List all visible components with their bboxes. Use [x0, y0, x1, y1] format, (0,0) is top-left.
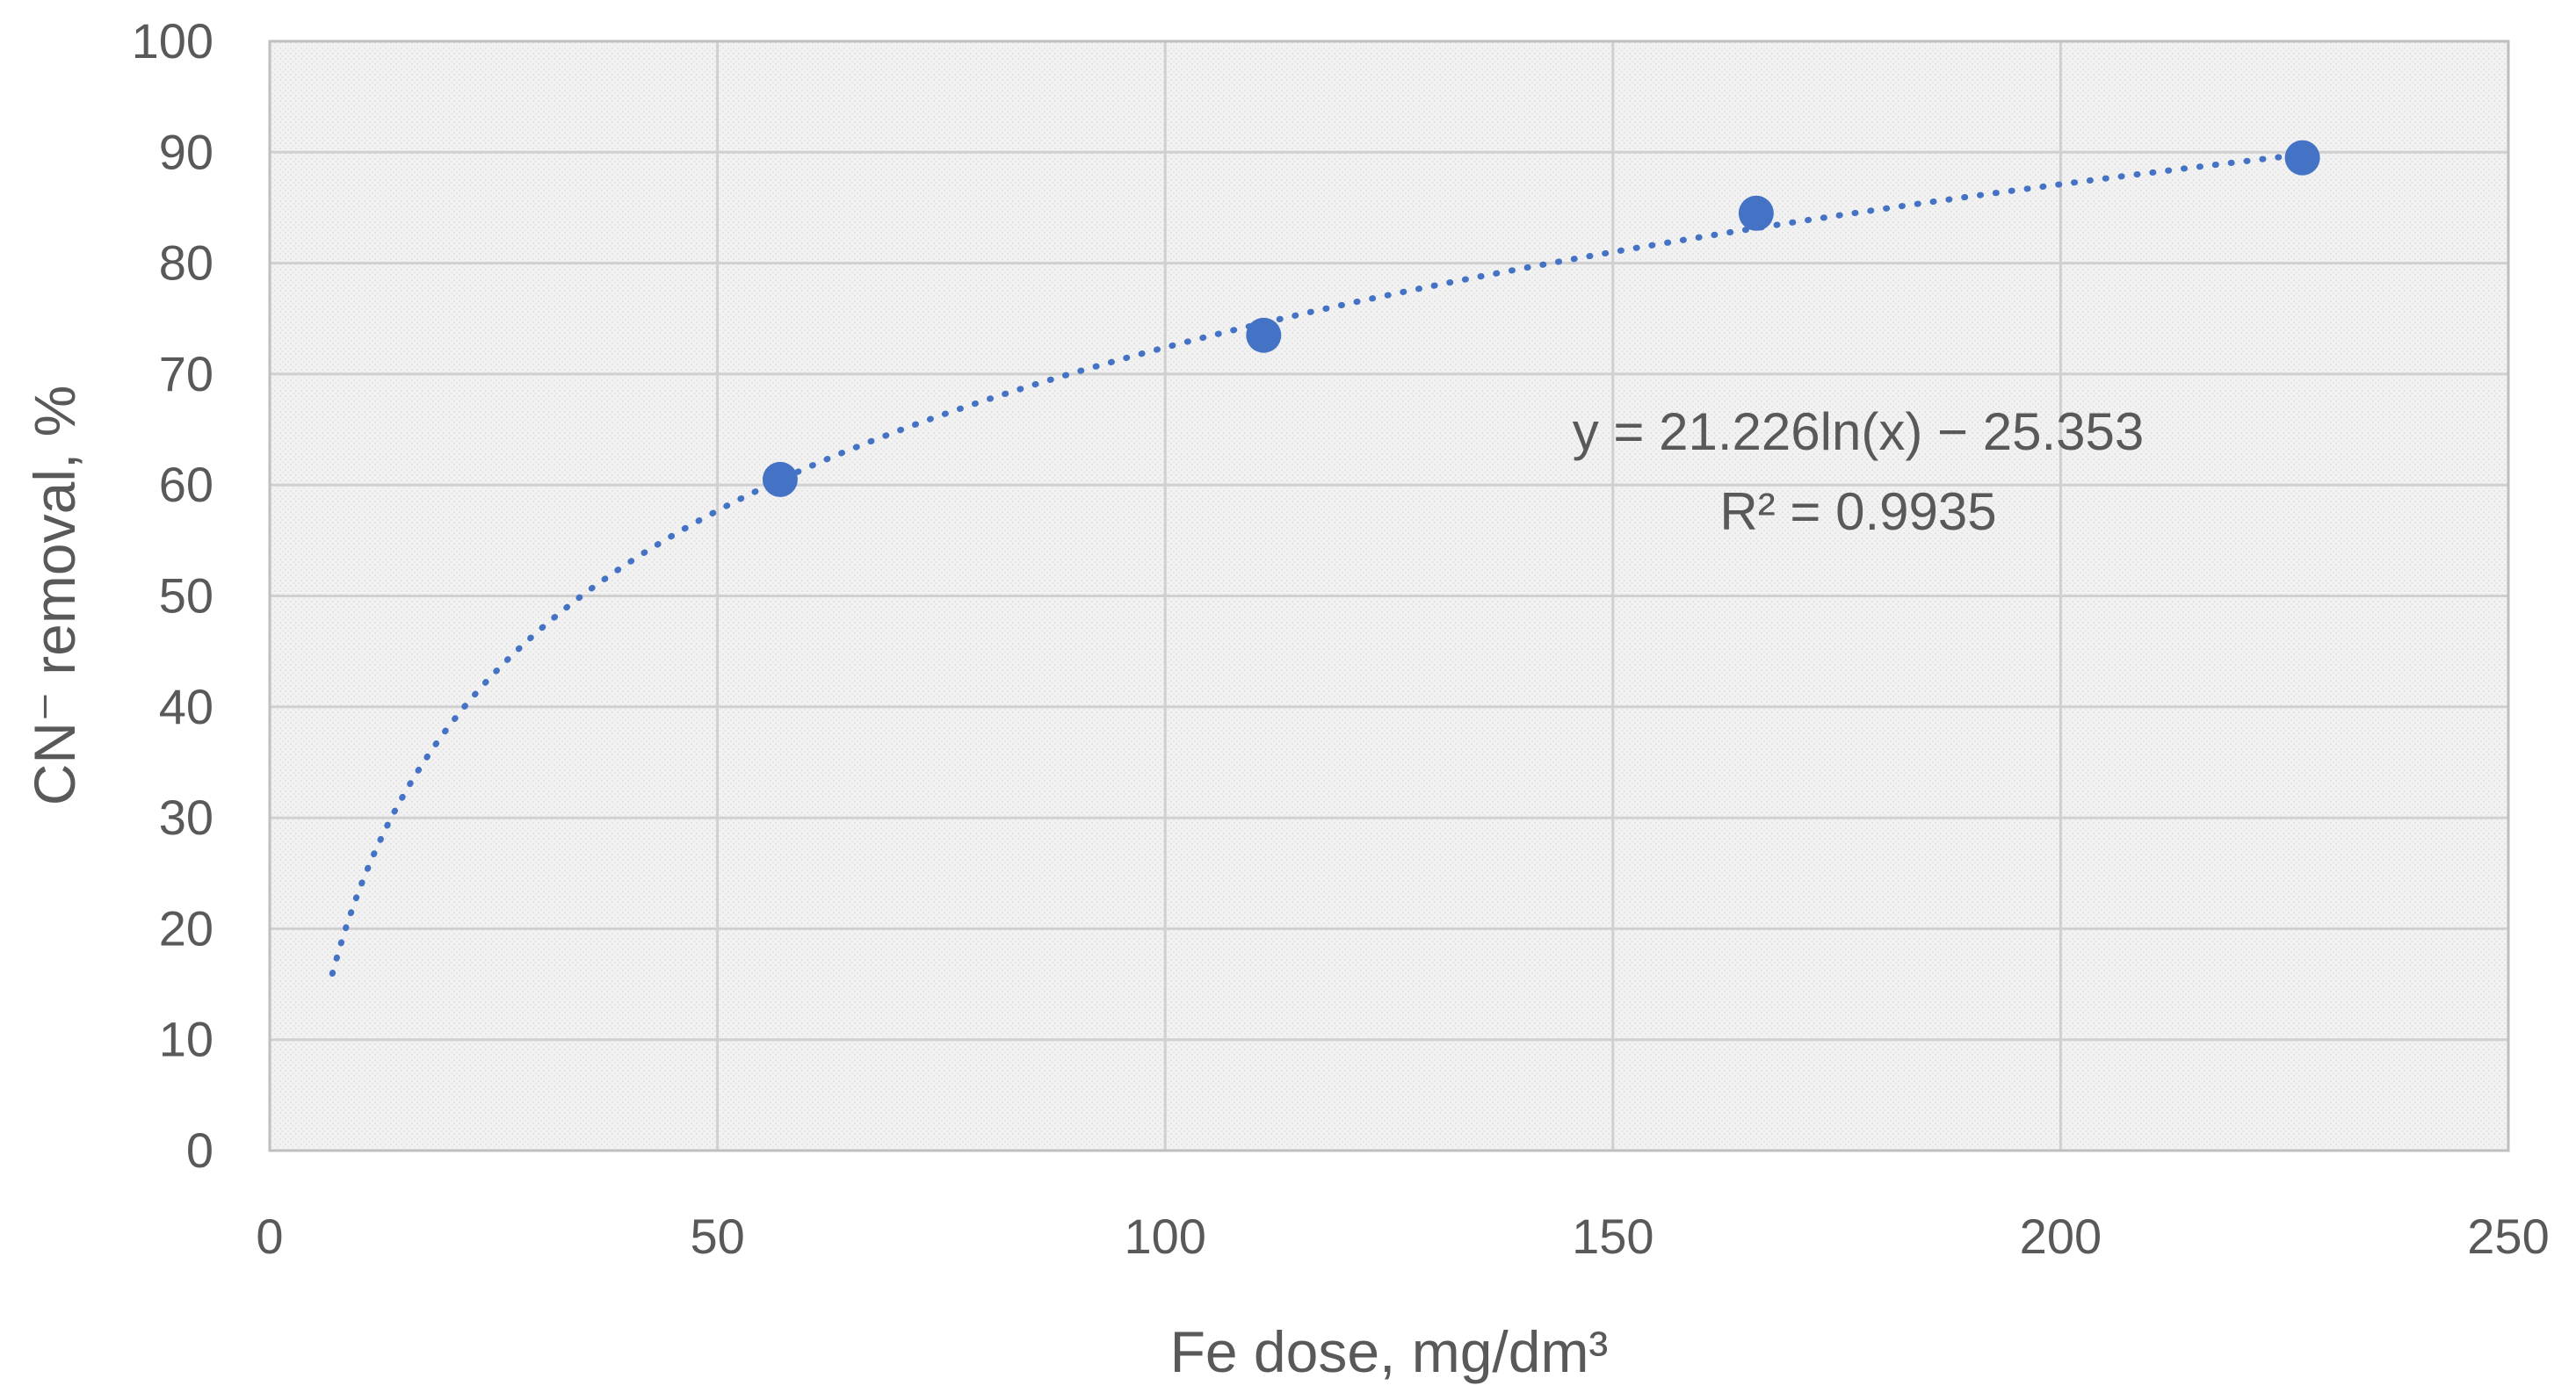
y-tick-labels: 0 10 20 30 40 50 60 70 80 90 100 [132, 13, 213, 1178]
data-point-0-0 [762, 461, 798, 497]
data-point-0-3 [2284, 140, 2320, 176]
x-tick-labels: 0 50 100 150 200 250 [256, 1209, 2549, 1264]
y-tick-label-8: 80 [159, 235, 213, 291]
trendline [329, 151, 2306, 977]
data-points [762, 140, 2320, 497]
y-tick-label-2: 20 [159, 900, 213, 956]
y-axis-title: CN⁻ removal, % [22, 386, 87, 806]
x-axis-title: Fe dose, mg/dm³ [1170, 1319, 1609, 1384]
x-tick-label-0: 0 [256, 1209, 283, 1264]
x-tick-label-4: 200 [2020, 1209, 2102, 1264]
plot-border [268, 40, 2510, 1152]
x-tick-label-1: 50 [690, 1209, 744, 1264]
y-tick-label-10: 100 [132, 13, 213, 69]
y-tick-label-3: 30 [159, 790, 213, 845]
data-point-0-1 [1246, 317, 1282, 353]
y-tick-label-4: 40 [159, 679, 213, 734]
y-tick-label-1: 10 [159, 1012, 213, 1067]
x-tick-label-2: 100 [1124, 1209, 1205, 1264]
y-tick-label-5: 50 [159, 568, 213, 624]
y-tick-label-7: 70 [159, 346, 213, 401]
y-tick-label-0: 0 [186, 1122, 213, 1178]
trendline-equation: y = 21.226ln(x) − 25.353 [1573, 402, 2144, 461]
y-tick-label-6: 60 [159, 457, 213, 512]
grid-lines [268, 40, 2510, 1152]
trendline-r2: R² = 0.9935 [1719, 482, 1996, 541]
x-tick-label-3: 150 [1572, 1209, 1653, 1264]
x-tick-label-5: 250 [2467, 1209, 2549, 1264]
data-point-0-2 [1738, 195, 1774, 231]
y-tick-label-9: 90 [159, 124, 213, 179]
